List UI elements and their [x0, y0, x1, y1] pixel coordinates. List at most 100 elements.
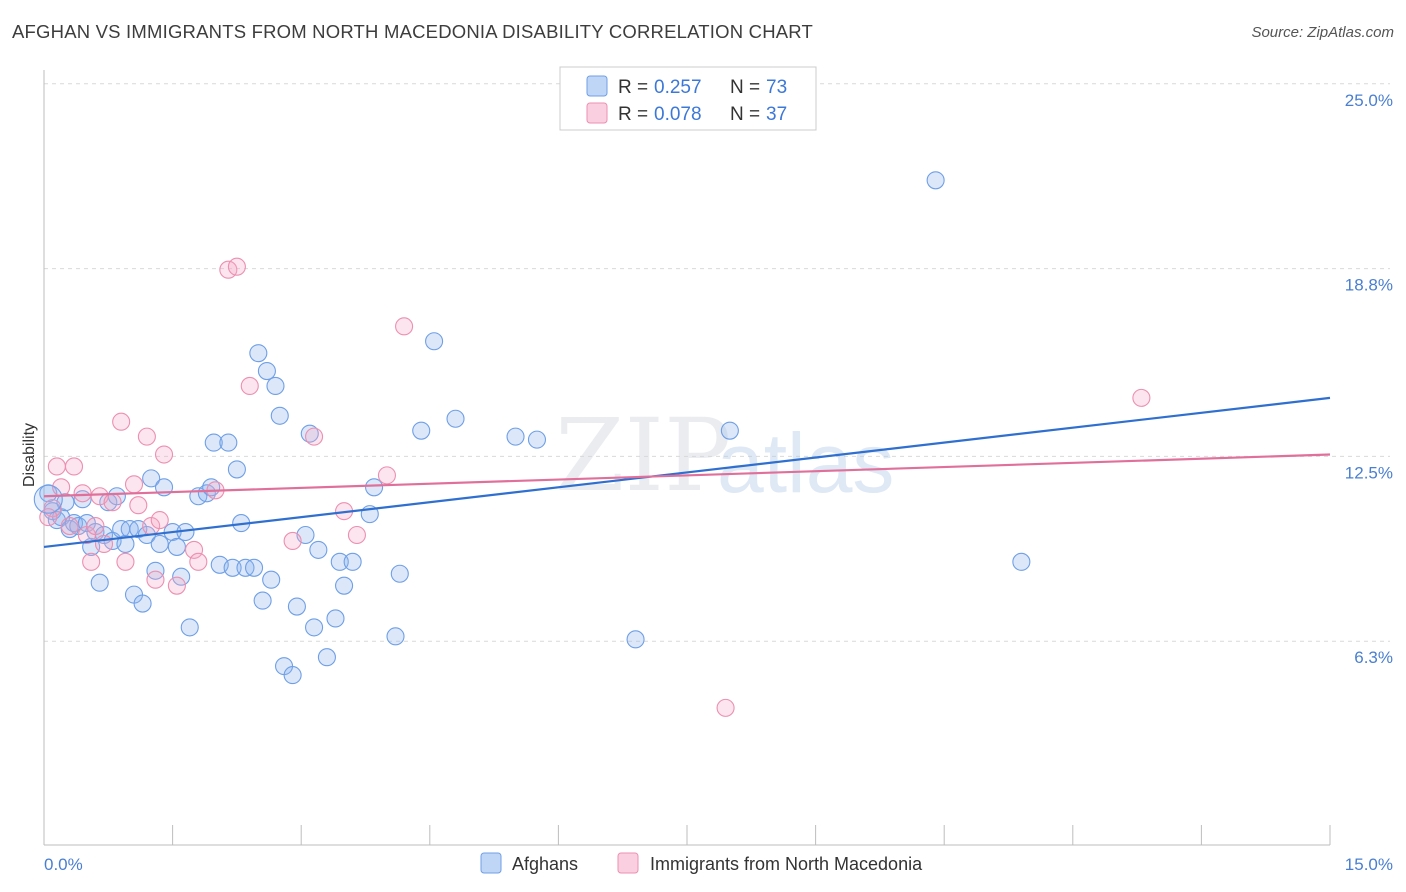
point-afghans-59 [330, 552, 349, 571]
trend-lines [43, 396, 1331, 549]
point-afghans-68 [446, 409, 465, 428]
point-afghans-49 [270, 406, 289, 425]
bottom-legend-swatch-macedonia [617, 852, 639, 874]
point-macedonia-18 [146, 570, 165, 589]
x-tick-label-right: 15.0% [1345, 855, 1393, 874]
point-afghans-43 [244, 558, 264, 577]
grid-lines [44, 83, 1390, 642]
point-afghans-51 [283, 666, 302, 685]
point-macedonia-12 [112, 412, 131, 431]
y-axis-title: Disability [21, 423, 38, 487]
point-macedonia-34 [716, 698, 735, 717]
point-macedonia-35 [1132, 388, 1151, 407]
legend-swatch-macedonia [586, 102, 608, 124]
legend-n-label-2: N = [730, 104, 760, 125]
point-afghans-45 [253, 591, 272, 610]
point-macedonia-11 [103, 493, 122, 512]
point-macedonia-33 [395, 317, 414, 336]
point-afghans-74 [1012, 552, 1031, 571]
y-tick-label-2: 18.8% [1345, 276, 1393, 295]
legend-r-value-2: 0.078 [654, 104, 702, 125]
legend-n-value-1: 73 [766, 77, 787, 98]
data-points [33, 171, 1151, 717]
point-afghans-12 [90, 573, 109, 592]
point-afghans-65 [390, 564, 409, 583]
point-macedonia-0 [43, 499, 62, 518]
point-afghans-47 [262, 570, 281, 589]
point-macedonia-27 [240, 376, 259, 396]
tick-labels: 6.3% 12.5% 18.8% 25.0% 0.0% 15.0% [44, 91, 1393, 874]
trend-line-afghans [43, 396, 1331, 549]
point-afghans-cluster [33, 484, 63, 514]
point-afghans-64 [386, 627, 405, 646]
bottom-legend-swatch-afghans [480, 852, 502, 874]
bottom-legend-label-afghans: Afghans [512, 854, 578, 874]
point-afghans-38 [219, 433, 238, 452]
legend-swatch-afghans [586, 75, 608, 97]
point-afghans-73 [926, 171, 945, 190]
point-afghans-29 [167, 537, 186, 556]
watermark-atlas: atlas [717, 416, 894, 510]
point-afghans-26 [150, 534, 169, 553]
point-afghans-36 [204, 433, 223, 452]
point-afghans-18 [116, 534, 135, 553]
legend-r-value-1: 0.257 [654, 77, 702, 98]
legend-r-label-2: R = [618, 104, 648, 125]
watermark-zip: ZIP [555, 397, 731, 514]
point-afghans-70 [527, 430, 547, 449]
point-macedonia-23 [189, 552, 208, 571]
point-macedonia-13 [116, 552, 135, 571]
point-macedonia-29 [305, 427, 324, 446]
point-afghans-57 [317, 648, 336, 667]
point-macedonia-32 [377, 466, 396, 485]
point-afghans-44 [249, 344, 268, 363]
point-macedonia-10 [94, 534, 114, 553]
legend-n-value-2: 37 [766, 104, 787, 125]
point-afghans-39 [223, 558, 242, 577]
point-afghans-61 [343, 552, 362, 571]
point-afghans-58 [326, 609, 345, 628]
point-afghans-48 [266, 376, 285, 396]
bottom-legend: Afghans Immigrants from North Macedonia [480, 852, 923, 874]
y-tick-label-0: 6.3% [1354, 648, 1393, 667]
point-afghans-46 [257, 362, 276, 381]
point-afghans-32 [180, 618, 199, 637]
point-macedonia-22 [184, 540, 204, 559]
point-afghans-72 [720, 421, 739, 440]
point-macedonia-15 [129, 496, 148, 515]
point-afghans-56 [309, 540, 328, 559]
point-afghans-66 [412, 421, 431, 440]
bottom-legend-label-macedonia: Immigrants from North Macedonia [650, 854, 923, 874]
point-macedonia-31 [347, 525, 366, 545]
x-tick-label-left: 0.0% [44, 855, 83, 874]
axes [43, 70, 1331, 846]
point-afghans-69 [506, 427, 525, 446]
point-macedonia-5 [73, 484, 92, 503]
chart-title: AFGHAN VS IMMIGRANTS FROM NORTH MACEDONI… [12, 21, 814, 42]
point-afghans-60 [335, 576, 354, 595]
watermark: ZIP atlas [555, 397, 894, 514]
point-macedonia-21 [167, 576, 186, 595]
point-afghans-52 [287, 597, 306, 616]
source-label: Source: ZipAtlas.com [1251, 24, 1394, 41]
point-macedonia-7 [82, 552, 101, 571]
point-macedonia-8 [86, 517, 105, 536]
trend-line-macedonia [43, 453, 1331, 498]
point-afghans-40 [227, 460, 246, 479]
point-afghans-55 [305, 618, 324, 637]
y-tick-label-3: 25.0% [1345, 91, 1393, 110]
point-afghans-22 [133, 594, 152, 613]
point-macedonia-26 [227, 257, 246, 276]
point-afghans-71 [626, 630, 645, 649]
point-macedonia-1 [47, 457, 66, 476]
point-afghans-30 [172, 567, 191, 586]
legend-n-label-1: N = [730, 77, 760, 98]
point-afghans-67 [425, 332, 444, 351]
point-macedonia-14 [124, 475, 144, 494]
point-macedonia-4 [64, 457, 84, 476]
point-macedonia-19 [150, 511, 169, 530]
point-afghans-63 [365, 478, 384, 497]
point-macedonia-3 [60, 517, 79, 536]
legend-r-label-1: R = [618, 77, 648, 98]
